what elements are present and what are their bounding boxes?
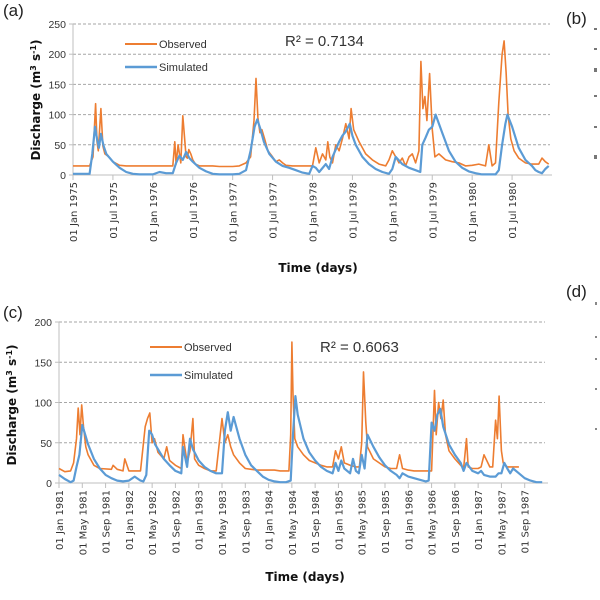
r-squared-annotation: R² = 0.7134: [285, 33, 364, 50]
x-tick-label: 01 May 1985: [358, 490, 369, 555]
x-tick-label: 01 Sep 1984: [311, 490, 322, 553]
y-tick-label: 150: [34, 357, 52, 369]
x-tick-label: 01 Jan 1987: [474, 490, 485, 550]
x-tick-label: 01 Sep 1987: [521, 490, 532, 553]
legend: Observed Simulated: [150, 342, 233, 382]
x-tick-label: 01 Jan 1975: [69, 182, 80, 242]
legend-label-simulated: Simulated: [159, 62, 208, 74]
x-tick-label: 01 Jan 1982: [125, 490, 136, 550]
panel-d-cropped-axis: [595, 302, 597, 430]
x-tick-label: 01 Jan 1985: [334, 490, 345, 550]
x-tick-label: 01 May 1984: [288, 490, 299, 555]
x-tick-label: 01 Sep 1981: [102, 490, 113, 553]
x-tick-label: 01 Sep 1982: [171, 490, 182, 553]
x-tick-label: 01 Jul 1979: [428, 182, 439, 239]
x-tick-label: 01 May 1987: [497, 490, 508, 555]
x-tick-label: 01 Jan 1983: [195, 490, 206, 550]
x-tick-label: 01 Jan 1981: [55, 490, 66, 550]
legend-label-observed: Observed: [184, 342, 232, 354]
x-tick-label: 01 Jan 1986: [404, 490, 415, 550]
x-tick-label: 01 May 1982: [148, 490, 159, 555]
x-tick-label: 01 Sep 1985: [381, 490, 392, 553]
x-tick-label: 01 Jul 1980: [508, 182, 519, 239]
y-tick-label: 100: [48, 110, 66, 122]
x-tick-label: 01 Jan 1979: [388, 182, 399, 242]
y-tick-label: 100: [34, 398, 52, 410]
panel-label-b: (b): [566, 9, 587, 28]
x-tick-label: 01 Jan 1976: [149, 182, 160, 242]
panel-b-cropped-axis: [594, 28, 597, 159]
r-squared-annotation: R² = 0.6063: [320, 339, 399, 356]
series-line-observed: [58, 341, 519, 473]
x-tick-label: 01 Jul 1976: [189, 182, 200, 239]
legend-label-simulated: Simulated: [184, 370, 233, 382]
x-axis-title: Time (days): [265, 570, 344, 584]
series-line-simulated: [73, 113, 550, 176]
panel-label-d: (d): [566, 282, 587, 301]
y-tick-label: 50: [54, 140, 66, 152]
y-axis-title: Discharge (m3 s-1): [29, 39, 44, 160]
x-tick-label: 01 Jul 1978: [348, 182, 359, 239]
y-tick-label: 0: [46, 478, 52, 490]
y-tick-label: 250: [48, 19, 66, 31]
y-tick-label: 50: [40, 438, 52, 450]
legend-label-observed: Observed: [159, 39, 207, 51]
x-tick-label: 01 Jan 1984: [265, 490, 276, 550]
x-tick-label: 01 May 1986: [428, 490, 439, 555]
x-tick-label: 01 Jul 1977: [269, 182, 280, 239]
x-tick-label: 01 Sep 1986: [451, 490, 462, 553]
chart-a: 0 50 100 150 200 250 01 Jan 1975 01 Jul 1975 01 …: [29, 19, 552, 275]
series-line-observed: [73, 40, 550, 168]
x-tick-label: 01 Jul 1975: [109, 182, 120, 239]
x-tick-label: 01 May 1981: [78, 490, 89, 555]
y-tick-label: 150: [48, 79, 66, 91]
panel-label-c: (c): [3, 303, 23, 322]
chart-c: 0 50 100 150 200 01 Jan 1981 01 May 1981 01 Sep…: [5, 317, 548, 584]
legend: Observed Simulated: [125, 39, 208, 74]
x-tick-label: 01 Jan 1980: [468, 182, 479, 242]
x-tick-label: 01 Jan 1978: [309, 182, 320, 242]
x-tick-label: 01 May 1983: [218, 490, 229, 555]
y-tick-label: 200: [48, 49, 66, 61]
y-axis-title: Discharge (m3 s-1): [5, 344, 20, 465]
y-tick-label: 0: [60, 170, 66, 182]
series-line-simulated: [58, 395, 543, 484]
panel-label-a: (a): [3, 1, 24, 20]
x-tick-label: 01 Sep 1983: [241, 490, 252, 553]
y-tick-label: 200: [34, 317, 52, 329]
x-tick-label: 01 Jan 1977: [229, 182, 240, 242]
x-axis-title: Time (days): [278, 261, 357, 275]
